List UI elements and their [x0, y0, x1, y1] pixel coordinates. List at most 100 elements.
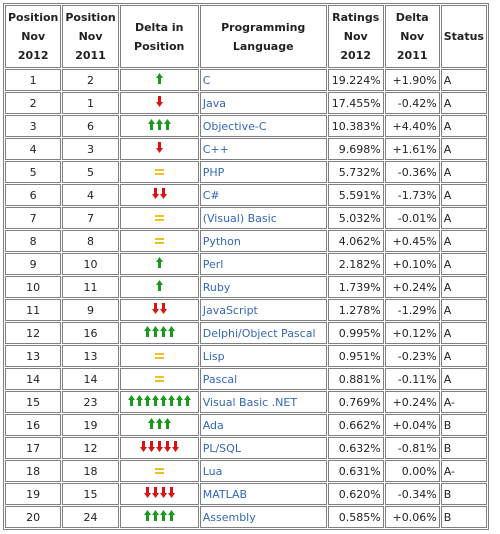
delta-position-cell — [119, 322, 199, 344]
delta-indicator — [154, 467, 164, 475]
arrow-up-icon — [143, 510, 151, 521]
status-cell: A- — [440, 391, 487, 413]
language-cell: Lua — [199, 460, 327, 482]
delta-rating-cell: -0.81% — [384, 437, 440, 459]
status-cell: A — [440, 230, 487, 252]
delta-indicator — [147, 418, 171, 429]
position-2012-cell: 3 — [5, 115, 62, 137]
table-row: 13 13 Lisp 0.951% -0.23% A — [5, 345, 487, 367]
delta-indicator — [151, 303, 167, 314]
language-link[interactable]: Assembly — [202, 510, 256, 524]
arrow-up-icon — [147, 418, 155, 429]
language-cell: C# — [199, 184, 327, 206]
delta-indicator — [155, 142, 163, 153]
language-link[interactable]: JavaScript — [202, 303, 258, 317]
ranking-table: Position Nov 2012 Position Nov 2011 Delt… — [3, 3, 489, 530]
position-2011-cell: 1 — [62, 92, 119, 114]
status-cell: A — [440, 322, 487, 344]
table-row: 1 2 C 19.224% +1.90% A — [5, 69, 487, 91]
language-cell: Ruby — [199, 276, 327, 298]
arrow-down-icon — [163, 441, 171, 452]
language-cell: JavaScript — [199, 299, 327, 321]
arrow-down-icon — [159, 303, 167, 314]
delta-rating-cell: -0.42% — [384, 92, 440, 114]
equal-icon — [154, 352, 164, 360]
arrow-down-icon — [159, 188, 167, 199]
language-link[interactable]: C# — [202, 188, 220, 202]
position-2011-cell: 13 — [62, 345, 119, 367]
delta-position-cell — [119, 414, 199, 436]
language-link[interactable]: Visual Basic .NET — [202, 395, 298, 409]
position-2012-cell: 9 — [5, 253, 62, 275]
status-cell: A — [440, 138, 487, 160]
delta-indicator — [155, 73, 163, 84]
position-2011-cell: 18 — [62, 460, 119, 482]
language-cell: PL/SQL — [199, 437, 327, 459]
delta-position-cell — [119, 115, 199, 137]
language-cell: C — [199, 69, 327, 91]
language-cell: Objective-C — [199, 115, 327, 137]
language-link[interactable]: Objective-C — [202, 119, 267, 133]
delta-position-cell — [119, 391, 199, 413]
arrow-down-icon — [151, 487, 159, 498]
equal-icon — [154, 375, 164, 383]
language-link[interactable]: PL/SQL — [202, 441, 241, 455]
language-link[interactable]: MATLAB — [202, 487, 248, 501]
language-link[interactable]: Lisp — [202, 349, 225, 363]
language-link[interactable]: C++ — [202, 142, 229, 156]
language-link[interactable]: Pascal — [202, 372, 238, 386]
arrow-up-icon — [163, 418, 171, 429]
arrow-up-icon — [159, 510, 167, 521]
delta-rating-cell: +1.90% — [384, 69, 440, 91]
position-2012-cell: 18 — [5, 460, 62, 482]
delta-position-cell — [119, 437, 199, 459]
arrow-up-icon — [183, 395, 191, 406]
language-link[interactable]: Perl — [202, 257, 224, 271]
language-link[interactable]: PHP — [202, 165, 225, 179]
rating-cell: 0.881% — [327, 368, 384, 390]
language-link[interactable]: Ruby — [202, 280, 231, 294]
delta-indicator — [154, 237, 164, 245]
arrow-up-icon — [167, 510, 175, 521]
language-link[interactable]: Java — [202, 96, 226, 110]
rating-cell: 0.631% — [327, 460, 384, 482]
language-link[interactable]: Ada — [202, 418, 224, 432]
language-link[interactable]: Lua — [202, 464, 223, 478]
equal-icon — [154, 214, 164, 222]
status-cell: A — [440, 69, 487, 91]
arrow-down-icon — [155, 96, 163, 107]
status-cell: B — [440, 483, 487, 505]
rating-cell: 5.732% — [327, 161, 384, 183]
arrow-up-icon — [163, 119, 171, 130]
header-language: Programming Language — [199, 5, 327, 68]
rating-cell: 1.739% — [327, 276, 384, 298]
delta-rating-cell: +0.04% — [384, 414, 440, 436]
language-link[interactable]: Python — [202, 234, 241, 248]
status-cell: A — [440, 345, 487, 367]
position-2011-cell: 23 — [62, 391, 119, 413]
position-2012-cell: 11 — [5, 299, 62, 321]
status-cell: A — [440, 207, 487, 229]
delta-rating-cell: +0.10% — [384, 253, 440, 275]
language-cell: Ada — [199, 414, 327, 436]
language-link[interactable]: Delphi/Object Pascal — [202, 326, 316, 340]
delta-position-cell — [119, 253, 199, 275]
status-cell: A- — [440, 460, 487, 482]
equal-icon — [154, 237, 164, 245]
status-cell: B — [440, 437, 487, 459]
language-cell: (Visual) Basic — [199, 207, 327, 229]
arrow-up-icon — [147, 119, 155, 130]
language-link[interactable]: (Visual) Basic — [202, 211, 277, 225]
table-row: 16 19 Ada 0.662% +0.04% B — [5, 414, 487, 436]
delta-indicator — [147, 119, 171, 130]
position-2011-cell: 5 — [62, 161, 119, 183]
position-2012-cell: 7 — [5, 207, 62, 229]
position-2011-cell: 15 — [62, 483, 119, 505]
delta-rating-cell: +0.06% — [384, 506, 440, 528]
language-link[interactable]: C — [202, 73, 211, 87]
status-cell: A — [440, 92, 487, 114]
status-cell: A — [440, 253, 487, 275]
language-cell: Perl — [199, 253, 327, 275]
delta-rating-cell: +0.45% — [384, 230, 440, 252]
position-2012-cell: 6 — [5, 184, 62, 206]
